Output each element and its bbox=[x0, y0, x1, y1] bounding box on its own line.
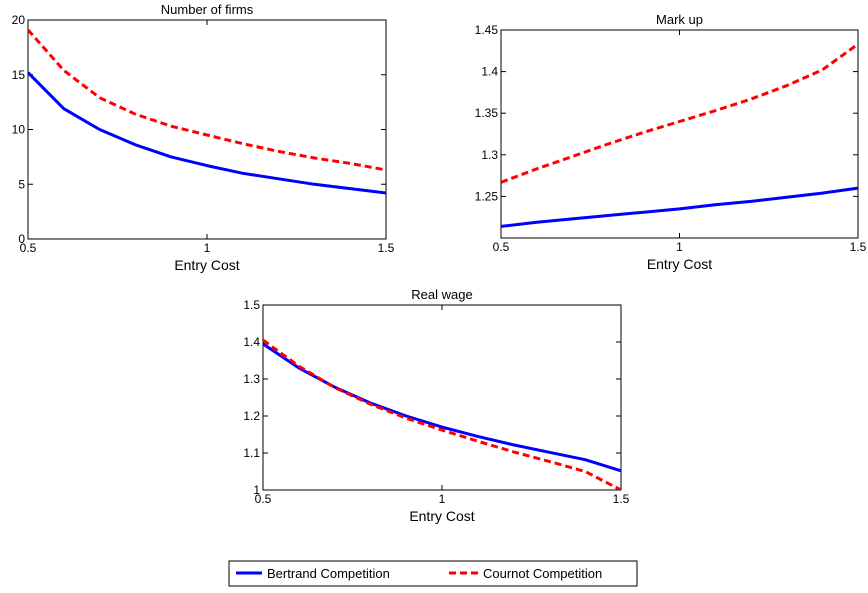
axes-box bbox=[27, 19, 387, 240]
chart-title: Mark up bbox=[656, 12, 703, 27]
y-tick-label: 1.4 bbox=[481, 65, 498, 79]
y-tick-label: 1.35 bbox=[475, 106, 499, 120]
panel-number-of-firms: 0.5 1 1.5 0 5 10 15 20 Number of firms Entry Cost bbox=[12, 2, 395, 273]
y-tick-label: 1.5 bbox=[243, 298, 260, 312]
legend: Bertrand Competition Cournot Competition bbox=[228, 560, 638, 587]
axes-box bbox=[262, 304, 622, 491]
series-line-bertrand-competition bbox=[263, 342, 621, 473]
series-line-cournot-competition bbox=[501, 42, 858, 184]
panel-mark-up: 0.5 1 1.5 1.25 1.3 1.35 1.4 1.45 Mark up Entry Co… bbox=[475, 12, 867, 272]
y-tick-label: 1.3 bbox=[481, 148, 498, 162]
y-tick-label: 0 bbox=[18, 232, 25, 246]
y-tick-label: 5 bbox=[18, 177, 25, 191]
series-line-bertrand-competition bbox=[501, 186, 858, 228]
legend-label-cournot: Cournot Competition bbox=[483, 566, 602, 581]
x-tick-label: 1.5 bbox=[850, 240, 867, 254]
x-tick-label: 0.5 bbox=[493, 240, 510, 254]
y-tick-label: 15 bbox=[12, 68, 26, 82]
x-tick-label: 0.5 bbox=[20, 241, 37, 255]
y-tick-label: 1.3 bbox=[243, 372, 260, 386]
chart-title: Real wage bbox=[411, 287, 472, 302]
series-line-bertrand-competition bbox=[28, 71, 386, 195]
chart-title: Number of firms bbox=[161, 2, 254, 17]
x-axis-label: Entry Cost bbox=[647, 256, 712, 272]
x-tick-label: 0.5 bbox=[255, 492, 272, 506]
x-axis-label: Entry Cost bbox=[174, 257, 239, 273]
x-tick-label: 1.5 bbox=[613, 492, 630, 506]
y-tick-label: 1.4 bbox=[243, 335, 260, 349]
x-tick-label: 1 bbox=[439, 492, 446, 506]
y-tick-label: 10 bbox=[12, 123, 26, 137]
series-line-cournot-competition bbox=[28, 28, 386, 172]
y-tick-label: 1.45 bbox=[475, 23, 499, 37]
y-tick-label: 20 bbox=[12, 13, 26, 27]
y-tick-label: 1 bbox=[253, 483, 260, 497]
y-tick-label: 1.2 bbox=[243, 409, 260, 423]
axes-box bbox=[500, 29, 859, 239]
series-line-cournot-competition bbox=[263, 338, 621, 490]
x-tick-label: 1.5 bbox=[378, 241, 395, 255]
y-tick-label: 1.25 bbox=[475, 189, 499, 203]
y-tick-label: 1.1 bbox=[243, 446, 260, 460]
legend-box bbox=[228, 560, 638, 587]
x-tick-label: 1 bbox=[676, 240, 683, 254]
x-axis-label: Entry Cost bbox=[409, 508, 474, 524]
x-tick-label: 1 bbox=[204, 241, 211, 255]
legend-label-bertrand: Bertrand Competition bbox=[267, 566, 390, 581]
